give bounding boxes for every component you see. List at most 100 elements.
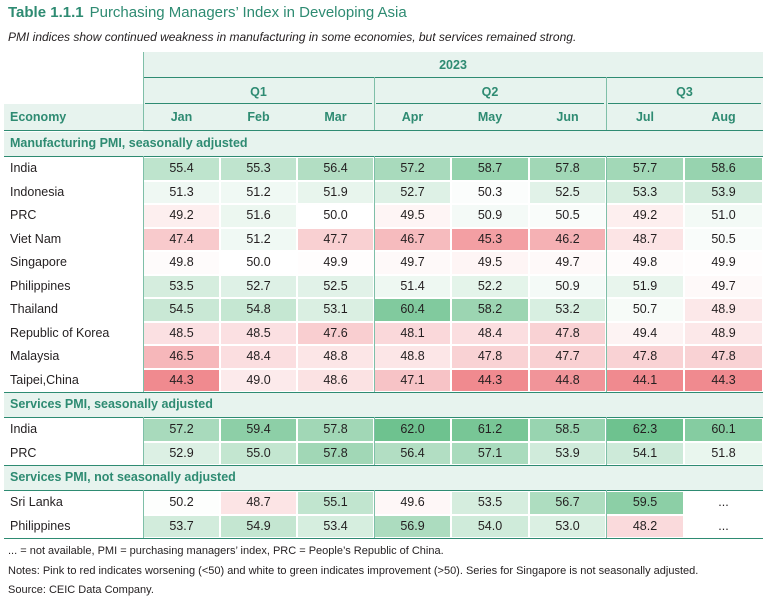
pmi-value-cell: 48.8 xyxy=(375,346,450,368)
pmi-value-cell: 47.6 xyxy=(298,322,373,344)
pmi-value-cell: 51.8 xyxy=(685,442,762,464)
pmi-value-cell: 57.2 xyxy=(144,419,219,441)
economy-name: Sri Lanka xyxy=(10,495,63,509)
column-divider xyxy=(143,490,144,538)
header-bottom-rule xyxy=(4,130,763,131)
pmi-value-cell: 58.6 xyxy=(685,158,762,180)
pmi-value-cell: 56.9 xyxy=(375,515,450,537)
pmi-value-cell: 57.1 xyxy=(452,442,528,464)
pmi-value-cell: 62.0 xyxy=(375,419,450,441)
pmi-value-cell: 51.2 xyxy=(221,228,296,250)
pmi-value-cell: 46.2 xyxy=(530,228,605,250)
section-title: Services PMI, not seasonally adjusted xyxy=(10,470,236,484)
economy-name: Indonesia xyxy=(10,184,65,199)
pmi-value-cell: 52.7 xyxy=(375,181,450,203)
pmi-value-cell: 58.5 xyxy=(530,419,605,441)
pmi-value-cell: 50.7 xyxy=(607,299,683,321)
pmi-value-cell: 53.1 xyxy=(298,299,373,321)
pmi-value-cell: 52.9 xyxy=(144,442,219,464)
section-bottom-rule xyxy=(4,465,763,466)
table-row: Philippines 53.7 54.9 53.4 56.9 54.0 53.0 48.2.… xyxy=(4,515,763,539)
economy-name: Philippines xyxy=(10,278,71,293)
pmi-value-cell: 56.4 xyxy=(375,442,450,464)
pmi-value-cell: 49.7 xyxy=(530,252,605,274)
pmi-value-cell: 57.8 xyxy=(530,158,605,180)
pmi-value-cell: 53.5 xyxy=(144,275,219,297)
pmi-value-cell: 49.8 xyxy=(607,252,683,274)
pmi-value-cell: 48.5 xyxy=(221,322,296,344)
pmi-value-cell: 57.8 xyxy=(298,442,373,464)
pmi-value-cell: 53.7 xyxy=(144,515,219,537)
pmi-value-cell: 47.4 xyxy=(144,228,219,250)
pmi-value-cell: 45.3 xyxy=(452,228,528,250)
pmi-value-cell: 50.5 xyxy=(530,205,605,227)
pmi-value-cell: 62.3 xyxy=(607,419,683,441)
month-header-feb: Feb xyxy=(247,110,270,124)
quarter-header-q2: Q2 xyxy=(481,85,499,99)
pmi-value-cell: 46.5 xyxy=(144,346,219,368)
quarter-header-q3: Q3 xyxy=(676,85,693,99)
pmi-value-cell: 52.5 xyxy=(530,181,605,203)
economy-name: Malaysia xyxy=(10,349,60,363)
pmi-value-cell: 59.4 xyxy=(221,419,296,441)
economy-name: Republic of Korea xyxy=(10,325,110,340)
column-divider xyxy=(143,417,144,465)
table-subtitle: PMI indices show continued weakness in m… xyxy=(8,30,577,44)
pmi-value-cell: 60.1 xyxy=(685,419,762,441)
pmi-value-cell: 48.9 xyxy=(685,322,762,344)
pmi-value-cell: 48.5 xyxy=(144,322,219,344)
pmi-value-cell: 44.8 xyxy=(530,369,605,391)
pmi-value-cell: 47.1 xyxy=(375,369,450,391)
pmi-value-cell: 49.7 xyxy=(685,275,762,297)
section-header: Services PMI, seasonally adjusted xyxy=(4,393,763,417)
table-row: Indonesia 51.3 51.2 51.9 52.7 50.3 52.5 53.3 53.… xyxy=(4,181,763,205)
pmi-value-cell: 49.9 xyxy=(685,252,762,274)
pmi-value-cell: 54.1 xyxy=(607,442,683,464)
table-number: Table 1.1.1 xyxy=(8,4,84,21)
pmi-value-cell: 61.2 xyxy=(452,419,528,441)
pmi-value-cell: 55.1 xyxy=(298,492,373,514)
table-row: Singapore 49.8 50.0 49.9 49.7 49.5 49.7 49.8 49.… xyxy=(4,251,763,275)
pmi-value-cell: 49.0 xyxy=(221,369,296,391)
pmi-value-cell: 51.9 xyxy=(298,181,373,203)
pmi-value-cell: 57.7 xyxy=(607,158,683,180)
pmi-value-cell: 54.8 xyxy=(221,299,296,321)
pmi-value-cell: 44.3 xyxy=(144,369,219,391)
economy-name: India xyxy=(10,422,38,436)
table-row: Taipei,China 44.3 49.0 48.6 47.1 44.3 44.8 44.1… xyxy=(4,369,763,393)
economy-name: Singapore xyxy=(10,255,67,269)
pmi-value-cell: 53.2 xyxy=(530,299,605,321)
pmi-value-cell: 48.6 xyxy=(298,369,373,391)
pmi-value-cell: 53.9 xyxy=(685,181,762,203)
pmi-value-cell: 48.9 xyxy=(685,299,762,321)
economy-name: PRC xyxy=(10,208,37,222)
table-row: India 57.2 59.4 57.8 62.0 61.2 58.5 62.3 60.1 xyxy=(4,418,763,442)
pmi-value-cell: 47.8 xyxy=(607,346,683,368)
table-name: Purchasing Managers’ Index in Developing… xyxy=(89,4,407,21)
pmi-value-cell: 55.4 xyxy=(144,158,219,180)
pmi-value-cell: 53.5 xyxy=(452,492,528,514)
column-divider xyxy=(606,156,607,392)
month-header-apr: Apr xyxy=(401,110,424,124)
year-header: 2023 xyxy=(439,58,467,72)
pmi-value-cell: 51.2 xyxy=(221,181,296,203)
table-row: Thailand 54.5 54.8 53.1 60.4 58.2 53.2 50.7 48.9 xyxy=(4,298,763,322)
pmi-value-cell: 47.7 xyxy=(298,228,373,250)
pmi-value-cell: 49.4 xyxy=(607,322,683,344)
pmi-value-cell: 51.3 xyxy=(144,181,219,203)
pmi-value-cell: 49.8 xyxy=(144,252,219,274)
table-row: Philippines 53.5 52.7 52.5 51.4 52.2 50.9 51.9 4… xyxy=(4,275,763,299)
pmi-value-cell: 50.3 xyxy=(452,181,528,203)
pmi-value-cell: 49.9 xyxy=(298,252,373,274)
economy-name: Philippines xyxy=(10,518,71,533)
month-header-jan: Jan xyxy=(170,110,193,124)
month-header-may: May xyxy=(477,110,503,124)
section-header: Services PMI, not seasonally adjusted xyxy=(4,466,763,490)
pmi-value-cell: 48.7 xyxy=(221,492,296,514)
pmi-value-cell: ... xyxy=(685,515,762,537)
table-row: Malaysia 46.5 48.4 48.8 48.8 47.8 47.7 47.8 47.8 xyxy=(4,345,763,369)
pmi-value-cell: 48.7 xyxy=(607,228,683,250)
pmi-value-cell: 56.4 xyxy=(298,158,373,180)
column-divider xyxy=(143,156,144,392)
section-title: Manufacturing PMI, seasonally adjusted xyxy=(10,136,248,150)
